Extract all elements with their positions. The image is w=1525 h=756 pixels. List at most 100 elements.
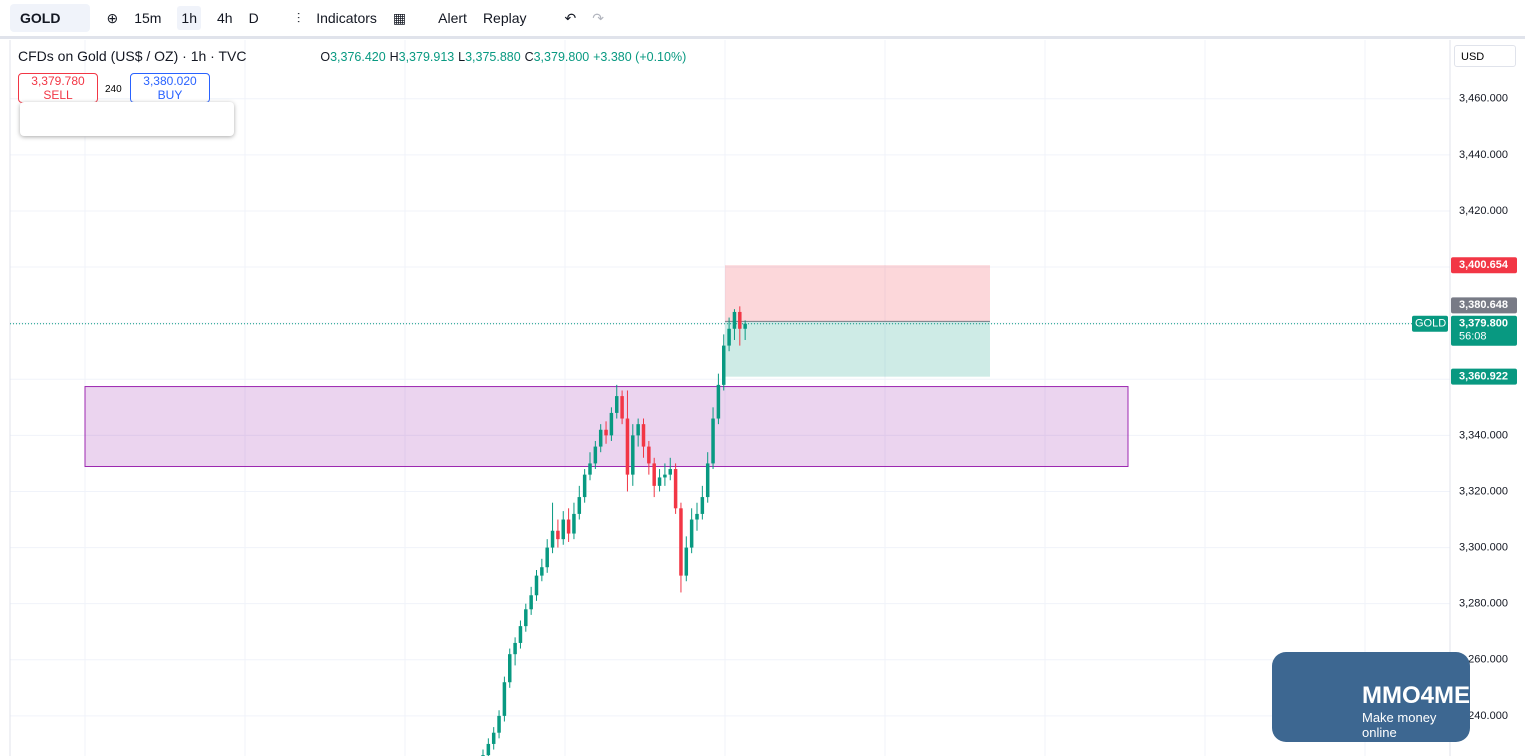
symbol-search[interactable]: GOLD — [10, 4, 91, 32]
body — [577, 497, 582, 514]
body — [620, 396, 624, 419]
body — [561, 519, 565, 540]
price-label: 3,380.648 — [1459, 299, 1508, 311]
body — [689, 519, 694, 548]
body — [684, 547, 689, 576]
y-tick-label: 3,440.000 — [1459, 149, 1508, 161]
c-key: C — [524, 50, 534, 64]
body — [705, 463, 710, 498]
body — [711, 418, 715, 464]
body — [615, 396, 619, 413]
body — [508, 654, 512, 683]
buy-button[interactable]: 3,380.020 BUY — [130, 73, 210, 103]
legend-title: CFDs on Gold (US$ / OZ) · 1h · TVC — [18, 48, 247, 64]
price-label: 3,400.654 — [1459, 259, 1509, 271]
countdown: 56:08 — [1459, 331, 1487, 343]
sell-price: 3,379.780 — [31, 74, 85, 88]
toolbar: GOLD ⊕ 15m 1h 4h D ⫶ Indicators ▦ Alert … — [0, 0, 1525, 39]
price-label-bg — [1451, 297, 1517, 314]
y-tick-label: 3,460.000 — [1459, 93, 1508, 105]
body — [679, 508, 683, 576]
body — [550, 530, 555, 548]
body — [743, 323, 747, 329]
interval[interactable]: D — [248, 10, 259, 26]
body — [598, 429, 603, 447]
body — [486, 743, 491, 756]
body — [631, 435, 635, 475]
y-tick-label: 3,260.000 — [1459, 654, 1508, 666]
o-key: O — [320, 50, 331, 64]
last-label-bg — [1451, 315, 1517, 346]
body — [657, 477, 662, 486]
body — [518, 626, 523, 643]
body — [529, 595, 533, 610]
target-area — [725, 321, 990, 377]
brand: MMO4ME — [1362, 682, 1470, 709]
spread: 240 — [105, 84, 122, 95]
body — [652, 463, 656, 486]
currency-select[interactable]: USD — [1454, 45, 1516, 67]
body — [673, 469, 678, 509]
body — [545, 547, 549, 568]
body — [700, 497, 705, 514]
layouts[interactable]: ▦ — [392, 9, 407, 26]
body — [604, 429, 608, 436]
interval[interactable]: 4h — [217, 10, 233, 26]
body — [609, 412, 614, 436]
body — [593, 446, 598, 464]
body — [566, 519, 571, 534]
body — [695, 513, 699, 520]
indicators[interactable]: Indicators — [316, 10, 377, 26]
buy-price: 3,380.020 — [143, 74, 197, 88]
alert[interactable]: Alert — [438, 10, 467, 26]
interval[interactable]: 1h — [177, 6, 201, 30]
body — [502, 682, 507, 716]
body — [641, 424, 646, 447]
body — [722, 345, 726, 385]
sell-button[interactable]: 3,379.780 SELL — [18, 73, 98, 103]
symbol-tag-bg — [1412, 315, 1448, 332]
chart-type[interactable]: ⫶ — [296, 9, 301, 26]
body — [497, 715, 501, 733]
body — [636, 424, 640, 436]
body — [668, 469, 672, 475]
buy-label: BUY — [157, 88, 183, 102]
body — [534, 575, 539, 596]
body — [513, 642, 517, 655]
y-tick-label: 3,240.000 — [1459, 710, 1508, 722]
l-key: L — [458, 50, 466, 64]
h: 3,379.913 — [398, 50, 455, 64]
y-tick-label: 3,320.000 — [1459, 485, 1508, 497]
body — [732, 311, 737, 329]
y-tick-label: 3,340.000 — [1459, 429, 1508, 441]
body — [524, 609, 528, 627]
last-price: 3,379.800 — [1459, 318, 1508, 330]
body — [727, 328, 731, 346]
price-label-bg — [1451, 257, 1517, 274]
price-label: 3,360.922 — [1459, 371, 1508, 383]
body — [582, 474, 587, 498]
body — [491, 732, 496, 744]
sell-label: SELL — [43, 88, 73, 102]
body — [572, 513, 576, 534]
body — [647, 446, 651, 464]
legend: CFDs on Gold (US$ / OZ) · 1h · TVC O 3,37… — [18, 48, 686, 64]
price-label-bg — [1451, 368, 1517, 385]
body — [588, 463, 592, 475]
tagline: Make money online — [1362, 710, 1437, 740]
change: +3.380 (+0.10%) — [593, 50, 687, 64]
interval[interactable]: 15m — [134, 10, 162, 26]
h-key: H — [389, 50, 399, 64]
watermark: MMO4ME Make money online — [1272, 652, 1470, 742]
undo[interactable]: ↶ — [564, 9, 577, 26]
redo[interactable]: ↷ — [592, 9, 604, 26]
y-tick-label: 3,300.000 — [1459, 541, 1508, 553]
replay[interactable]: Replay — [482, 10, 527, 26]
c: 3,379.800 — [533, 50, 590, 64]
stop-area — [725, 265, 990, 322]
symbol-tag: GOLD — [1415, 318, 1446, 330]
add-symbol[interactable]: ⊕ — [106, 9, 119, 26]
body — [663, 474, 667, 478]
